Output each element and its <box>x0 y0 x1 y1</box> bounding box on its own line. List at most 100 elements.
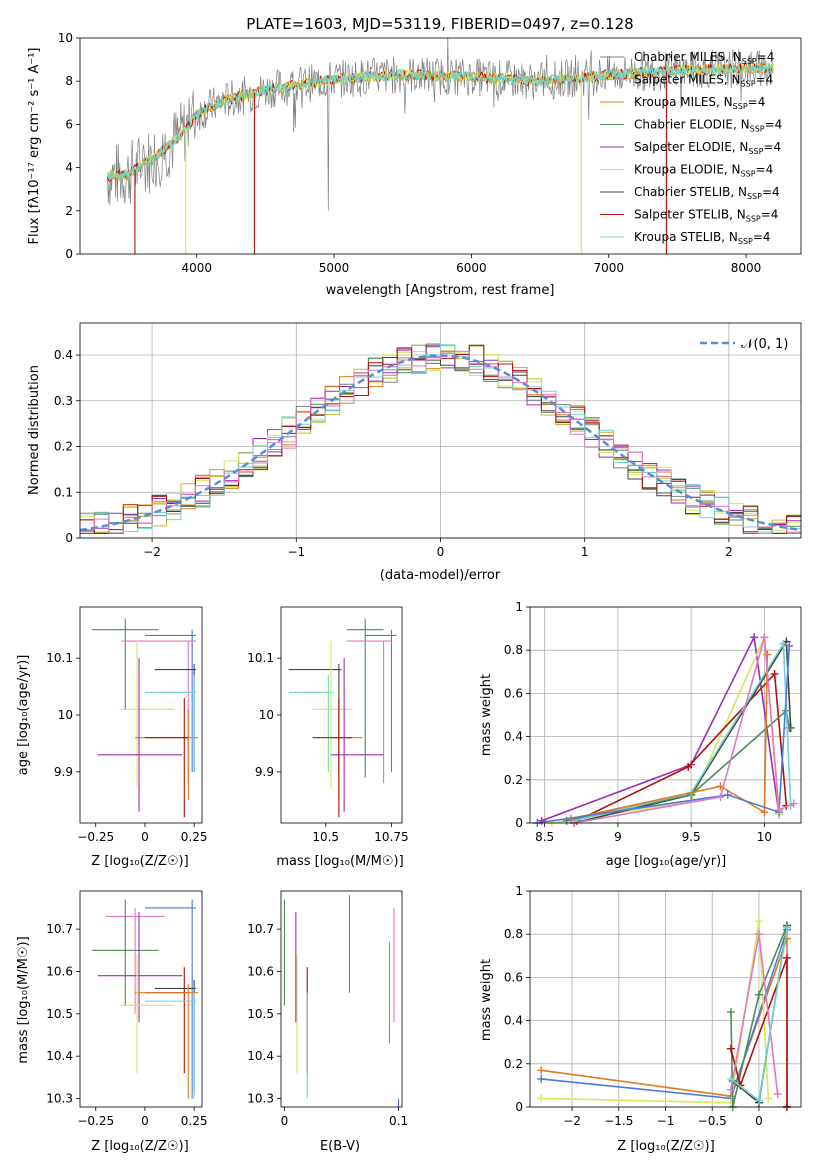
weight-marker <box>726 1074 735 1083</box>
x-tick-label: −2 <box>143 545 161 559</box>
weight-marker <box>782 953 791 962</box>
y-tick-label: 10.7 <box>46 922 73 936</box>
y-tick-label: 10 <box>58 31 73 45</box>
y-tick-label: 10.7 <box>247 922 274 936</box>
y-tick-label: 10.5 <box>247 1007 274 1021</box>
y-tick-label: 9.9 <box>54 765 73 779</box>
y-tick-label: 10 <box>58 708 73 722</box>
y-tick-label: 10 <box>259 708 274 722</box>
x-tick-label: 10 <box>757 830 772 844</box>
weight-marker <box>726 1044 735 1053</box>
x-tick-label: 0.25 <box>181 1114 208 1128</box>
y-tick-label: 10.3 <box>46 1092 73 1106</box>
y-tick-label: 1 <box>515 884 523 898</box>
age-mass-xlabel: mass [log₁₀(M/M☉)] <box>276 854 403 869</box>
spectrum-ticks: 4000 5000 6000 7000 8000 0 2 4 6 8 10 <box>58 31 762 275</box>
weight-marker <box>754 990 763 999</box>
weight-marker <box>760 633 769 642</box>
y-tick-label: 4 <box>65 161 73 175</box>
weight-marker <box>773 1090 782 1099</box>
weight-vs-age-panel: 8.5 9 9.5 10 0 0.2 0.4 0.6 0.8 1 <box>504 600 802 844</box>
x-tick-label: 10.75 <box>374 830 408 844</box>
x-tick-label: 0 <box>755 1114 763 1128</box>
x-tick-label: −0.25 <box>77 1114 114 1128</box>
x-tick-label: 8.5 <box>535 830 554 844</box>
weight-marker <box>537 1074 546 1083</box>
mass-vs-metallicity-panel: −0.25 0 0.25 10.3 10.4 10.5 10.6 10.7 <box>46 890 208 1128</box>
weight-marker <box>779 639 788 648</box>
x-tick-label: 6000 <box>456 261 487 275</box>
residual-histogram <box>80 344 801 534</box>
x-tick-label: −1 <box>657 1114 675 1128</box>
residual-histograms <box>79 343 802 534</box>
weight-marker <box>789 799 798 808</box>
x-tick-label: 1 <box>581 545 589 559</box>
legend-label: Chabrier STELIB, NSSP=4 <box>634 185 780 201</box>
plot-frame <box>79 606 203 824</box>
x-tick-label: 8000 <box>731 261 762 275</box>
legend-label: Salpeter ELODIE, NSSP=4 <box>634 140 781 156</box>
x-tick-label: 0 <box>281 1114 289 1128</box>
weight-line <box>537 645 791 824</box>
weight-marker <box>684 762 693 771</box>
spectrum-lines <box>107 38 774 254</box>
y-tick-label: 0 <box>515 1100 523 1114</box>
y-tick-label: 0.3 <box>54 394 73 408</box>
weight-marker <box>750 633 759 642</box>
x-tick-label: −2 <box>563 1114 581 1128</box>
residual-ticks: −2 −1 0 1 2 0 0.1 0.2 0.3 0.4 <box>54 348 733 559</box>
weight-age-xlabel: age [log₁₀(age/yr)] <box>606 854 727 869</box>
y-tick-label: 0.8 <box>504 927 523 941</box>
age-z-xlabel: Z [log₁₀(Z/Z☉)] <box>91 854 188 869</box>
y-tick-label: 0.6 <box>504 686 523 700</box>
x-tick-label: −0.5 <box>698 1114 727 1128</box>
weight-vs-metallicity-panel: −2 −1.5 −1 −0.5 0 0 0.2 0.4 0.6 0.8 1 <box>504 884 802 1128</box>
y-tick-label: 10.6 <box>46 964 73 978</box>
y-tick-label: 10.5 <box>46 1007 73 1021</box>
weight-marker <box>763 650 772 659</box>
y-tick-label: 9.9 <box>255 765 274 779</box>
x-tick-label: 0 <box>141 1114 149 1128</box>
legend-label: Kroupa ELODIE, NSSP=4 <box>634 163 773 179</box>
y-tick-label: 0.8 <box>504 643 523 657</box>
weight-marker <box>760 808 769 817</box>
weight-marker <box>716 793 725 802</box>
x-tick-label: 0 <box>437 545 445 559</box>
legend-label: Kroupa STELIB, NSSP=4 <box>634 230 771 246</box>
spectrum-title: PLATE=1603, MJD=53119, FIBERID=0497, z=0… <box>246 15 633 33</box>
spectrum-xlabel: wavelength [Angstrom, rest frame] <box>326 283 555 298</box>
x-tick-label: −1.5 <box>604 1114 633 1128</box>
y-tick-label: 10.4 <box>247 1049 274 1063</box>
weight-marker <box>537 1066 546 1075</box>
weight-marker <box>770 669 779 678</box>
x-tick-label: −0.25 <box>77 830 114 844</box>
plot-frame <box>79 890 203 1108</box>
age-vs-mass-panel: 10.5 10.75 9.9 10 10.1 <box>247 606 409 844</box>
weight-marker <box>764 1094 773 1103</box>
y-tick-label: 0 <box>515 816 523 830</box>
weight-z-xlabel: Z [log₁₀(Z/Z☉)] <box>617 1139 714 1154</box>
y-tick-label: 0.2 <box>504 773 523 787</box>
weight-marker <box>754 917 763 926</box>
x-tick-label: 0.25 <box>181 830 208 844</box>
weight-marker <box>726 1085 735 1094</box>
x-tick-label: 5000 <box>319 261 350 275</box>
weight-age-ylabel: mass weight <box>479 674 494 756</box>
weight-marker <box>754 930 763 939</box>
y-tick-label: 0.4 <box>504 730 523 744</box>
x-tick-label: 0 <box>141 830 149 844</box>
x-tick-label: 0.1 <box>389 1114 408 1128</box>
weight-marker <box>723 790 732 799</box>
spectrum-legend: Chabrier MILES, NSSP=4 Salpeter MILES, NS… <box>600 50 782 246</box>
x-tick-label: 2 <box>725 545 733 559</box>
plot-frame <box>529 890 802 1108</box>
mass-ebv-xlabel: E(B-V) <box>320 1139 360 1154</box>
x-tick-label: −1 <box>287 545 305 559</box>
normal-curve <box>79 354 802 532</box>
weight-marker <box>537 1094 546 1103</box>
plot-frame <box>529 606 802 824</box>
residual-ylabel: Normed distribution <box>27 365 42 495</box>
age-z-ylabel: age [log₁₀(age/yr)] <box>16 655 31 776</box>
y-tick-label: 1 <box>515 600 523 614</box>
